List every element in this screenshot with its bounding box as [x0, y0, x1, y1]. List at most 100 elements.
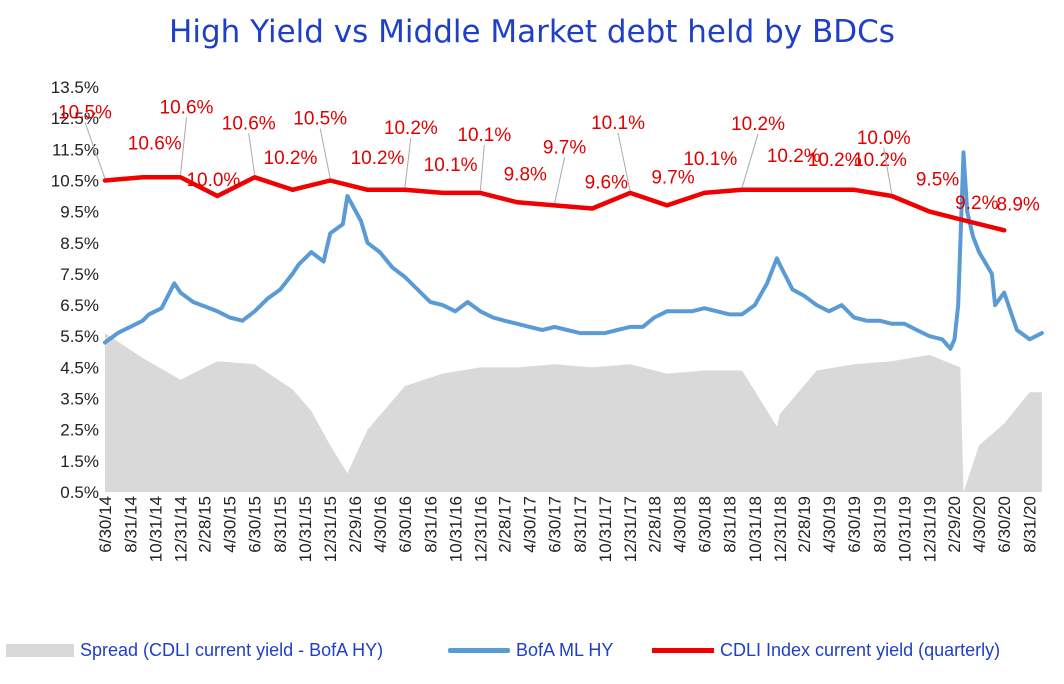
- y-tick-label: 3.5%: [60, 390, 99, 409]
- y-tick-label: 12.5%: [51, 109, 99, 128]
- x-tick-label: 8/31/14: [121, 496, 140, 553]
- cdli-data-label: 8.9%: [997, 194, 1040, 215]
- cdli-label-leader: [319, 128, 331, 179]
- legend: Spread (CDLI current yield - BofA HY) Bo…: [0, 640, 1064, 666]
- x-tick-label: 6/30/16: [396, 496, 415, 553]
- cdli-yield-line: [102, 175, 1007, 233]
- cdli-label-layer: 10.5%10.6%10.6%10.0%10.6%10.2%10.5%10.2%…: [58, 97, 1040, 215]
- x-tick-label: 2/28/15: [196, 496, 215, 553]
- cdli-data-label: 10.2%: [384, 118, 438, 139]
- legend-label-spread: Spread (CDLI current yield - BofA HY): [80, 640, 384, 660]
- bofa-hy-line: [103, 150, 1044, 351]
- y-tick-label: 6.5%: [60, 296, 99, 315]
- x-tick-label: 12/31/19: [921, 496, 940, 562]
- x-tick-label: 2/28/17: [496, 496, 515, 553]
- x-tick-label: 6/30/20: [995, 496, 1014, 553]
- x-tick-label: 12/31/16: [471, 496, 490, 562]
- x-tick-label: 8/31/19: [870, 496, 889, 553]
- cdli-data-label: 9.7%: [651, 167, 694, 188]
- axes-layer: 0.5% 1.5% 2.5% 3.5% 4.5% 5.5% 6.5% 7.5% 8.5% 9.5%…: [51, 78, 1040, 562]
- x-tick-label: 8/31/20: [1021, 496, 1040, 553]
- x-tick-label: 12/31/17: [621, 496, 640, 562]
- cdli-data-label: 10.2%: [808, 150, 862, 171]
- cdli-data-label: 10.0%: [857, 128, 911, 149]
- x-tick-label: 12/31/18: [771, 496, 790, 562]
- x-tick-label: 4/30/19: [820, 496, 839, 553]
- y-tick-label: 10.5%: [51, 171, 99, 190]
- y-tick-label: 11.5%: [52, 140, 99, 159]
- x-tick-label: 10/31/16: [446, 496, 465, 562]
- legend-swatch-spread: [6, 644, 74, 657]
- y-tick-label: 13.5%: [51, 78, 99, 97]
- cdli-data-label: 10.5%: [293, 108, 347, 129]
- legend-label-bofa: BofA ML HY: [516, 640, 614, 660]
- cdli-data-label: 10.6%: [160, 97, 214, 118]
- spread-area-layer: [105, 333, 1042, 492]
- cdli-data-label: 10.1%: [424, 155, 478, 176]
- cdli-data-label: 10.2%: [853, 150, 907, 171]
- x-tick-label: 2/29/16: [346, 496, 365, 553]
- x-tick-label: 2/28/18: [645, 496, 664, 553]
- cdli-label-leader: [479, 144, 485, 191]
- cdli-data-label: 9.5%: [916, 170, 959, 191]
- x-tick-label: 8/31/15: [271, 496, 290, 553]
- y-tick-label: 0.5%: [60, 483, 99, 502]
- cdli-label-leader: [883, 147, 893, 195]
- x-tick-label: 10/31/14: [146, 496, 165, 562]
- legend-item-bofa: BofA ML HY: [448, 640, 613, 661]
- spread-area: [105, 333, 1042, 492]
- legend-swatch-bofa: [448, 648, 510, 653]
- cdli-label-leader: [404, 137, 412, 188]
- x-tick-label: 6/30/19: [845, 496, 864, 553]
- chart-canvas: 0.5% 1.5% 2.5% 3.5% 4.5% 5.5% 6.5% 7.5% 8.5% 9.5%…: [51, 78, 1044, 562]
- x-tick-label: 12/31/15: [321, 496, 340, 562]
- cdli-data-label: 9.8%: [504, 164, 547, 185]
- x-tick-label: 6/30/14: [96, 496, 115, 553]
- cdli-label-leader: [741, 133, 759, 188]
- cdli-data-label: 10.0%: [186, 170, 240, 191]
- y-tick-label: 4.5%: [60, 358, 99, 377]
- y-tick-label: 1.5%: [60, 452, 99, 471]
- cdli-data-label: 10.6%: [222, 113, 276, 134]
- legend-label-cdli: CDLI Index current yield (quarterly): [720, 640, 1001, 660]
- cdli-label-leader: [84, 122, 106, 179]
- y-tick-label: 7.5%: [60, 265, 99, 284]
- x-tick-label: 2/28/19: [795, 496, 814, 553]
- cdli-data-label: 10.6%: [128, 133, 182, 154]
- cdli-label-leader: [554, 157, 566, 204]
- cdli-data-label: 9.7%: [543, 137, 586, 158]
- legend-item-spread: Spread (CDLI current yield - BofA HY): [6, 640, 383, 661]
- x-tick-label: 2/29/20: [945, 496, 964, 553]
- x-tick-label: 10/31/17: [596, 496, 615, 562]
- cdli-data-label: 10.1%: [591, 113, 645, 134]
- y-tick-label: 5.5%: [60, 327, 99, 346]
- x-tick-label: 6/30/15: [246, 496, 265, 553]
- bofa-line-layer: [103, 150, 1044, 351]
- x-tick-label: 12/31/14: [171, 496, 190, 562]
- x-tick-label: 6/30/18: [695, 496, 714, 553]
- x-tick-label: 4/30/16: [371, 496, 390, 553]
- cdli-data-label: 10.2%: [264, 148, 318, 169]
- chart-title: High Yield vs Middle Market debt held by…: [169, 14, 895, 50]
- cdli-data-label: 10.2%: [731, 114, 785, 135]
- legend-swatch-cdli: [652, 648, 714, 653]
- x-tick-label: 8/31/18: [721, 496, 740, 553]
- x-tick-label: 8/31/16: [421, 496, 440, 553]
- x-tick-label: 6/30/17: [546, 496, 565, 553]
- x-tick-label: 10/31/15: [296, 496, 315, 562]
- cdli-data-label: 10.2%: [767, 146, 821, 167]
- y-tick-label: 8.5%: [60, 234, 99, 253]
- legend-item-cdli: CDLI Index current yield (quarterly): [652, 640, 1000, 661]
- cdli-data-label: 9.6%: [585, 173, 628, 194]
- x-tick-label: 10/31/18: [746, 496, 765, 562]
- x-tick-label: 8/31/17: [571, 496, 590, 553]
- x-tick-label: 10/31/19: [895, 496, 914, 562]
- x-tick-label: 4/30/17: [521, 496, 540, 553]
- cdli-label-leader: [248, 133, 256, 176]
- cdli-data-label: 10.1%: [683, 149, 737, 170]
- y-tick-label: 9.5%: [60, 203, 99, 222]
- x-tick-label: 4/30/18: [670, 496, 689, 553]
- cdli-data-label: 10.5%: [58, 102, 112, 123]
- cdli-line-layer: [102, 175, 1007, 233]
- x-tick-label: 4/30/15: [221, 496, 240, 553]
